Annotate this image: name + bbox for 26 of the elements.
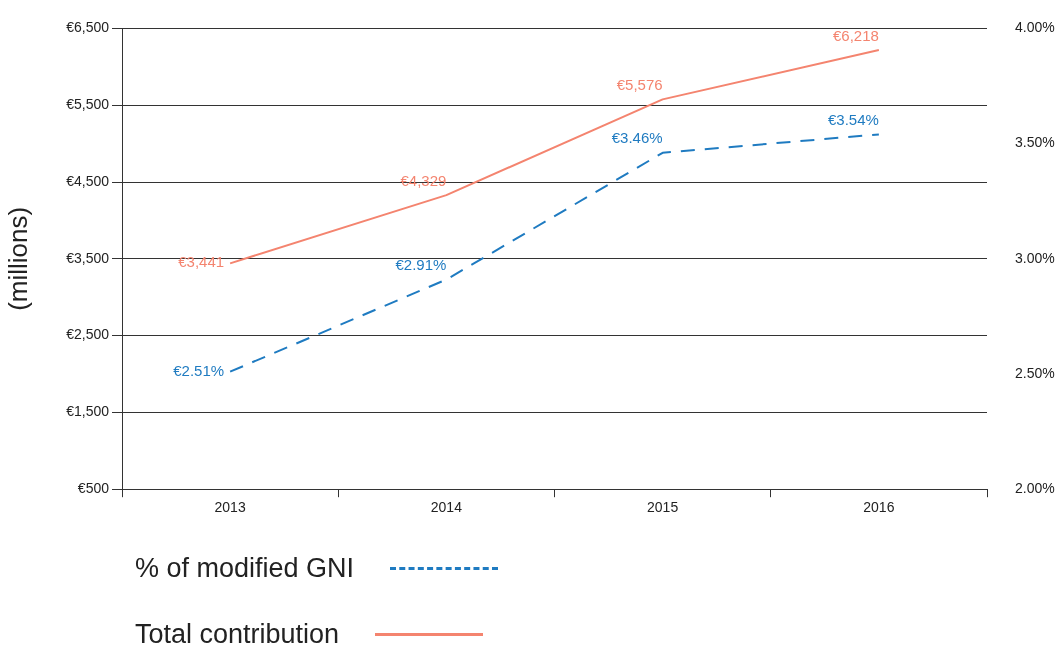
y2-tick-label: 3.00%	[1015, 249, 1055, 266]
x-tick-label: 2014	[430, 499, 463, 516]
data-label: €2.91%	[395, 256, 447, 274]
data-label: €5,576	[616, 76, 663, 93]
data-label: €3.54%	[828, 111, 879, 129]
y2-tick-label: 4.00%	[1015, 19, 1055, 36]
y-tick-label: €500	[77, 480, 110, 497]
y2-tick-label: 2.50%	[1015, 364, 1055, 381]
y2-tick-label: 3.50%	[1015, 134, 1055, 151]
x-tick-label: 2016	[863, 499, 895, 516]
y-tick-label: €1,500	[66, 403, 110, 420]
y-tick-label: €3,500	[66, 249, 110, 266]
data-label: €3.46%	[611, 129, 663, 147]
y2-tick-label: 2.00%	[1015, 480, 1055, 497]
y-tick-label: €2,500	[66, 326, 110, 343]
data-label: €2.51%	[173, 361, 225, 379]
legend-label: % of modified GNI	[135, 552, 355, 584]
y-axis-title: (millions)	[2, 206, 33, 311]
x-tick-label: 2015	[647, 499, 679, 516]
y-tick-label: €5,500	[66, 96, 110, 113]
y-tick-label: €4,500	[66, 172, 110, 189]
data-label: €6,218	[832, 26, 879, 44]
x-tick-label: 2013	[214, 499, 246, 516]
legend-label: Total contribution	[135, 618, 340, 650]
y-tick-label: €6,500	[66, 19, 110, 36]
line-series	[229, 133, 880, 373]
